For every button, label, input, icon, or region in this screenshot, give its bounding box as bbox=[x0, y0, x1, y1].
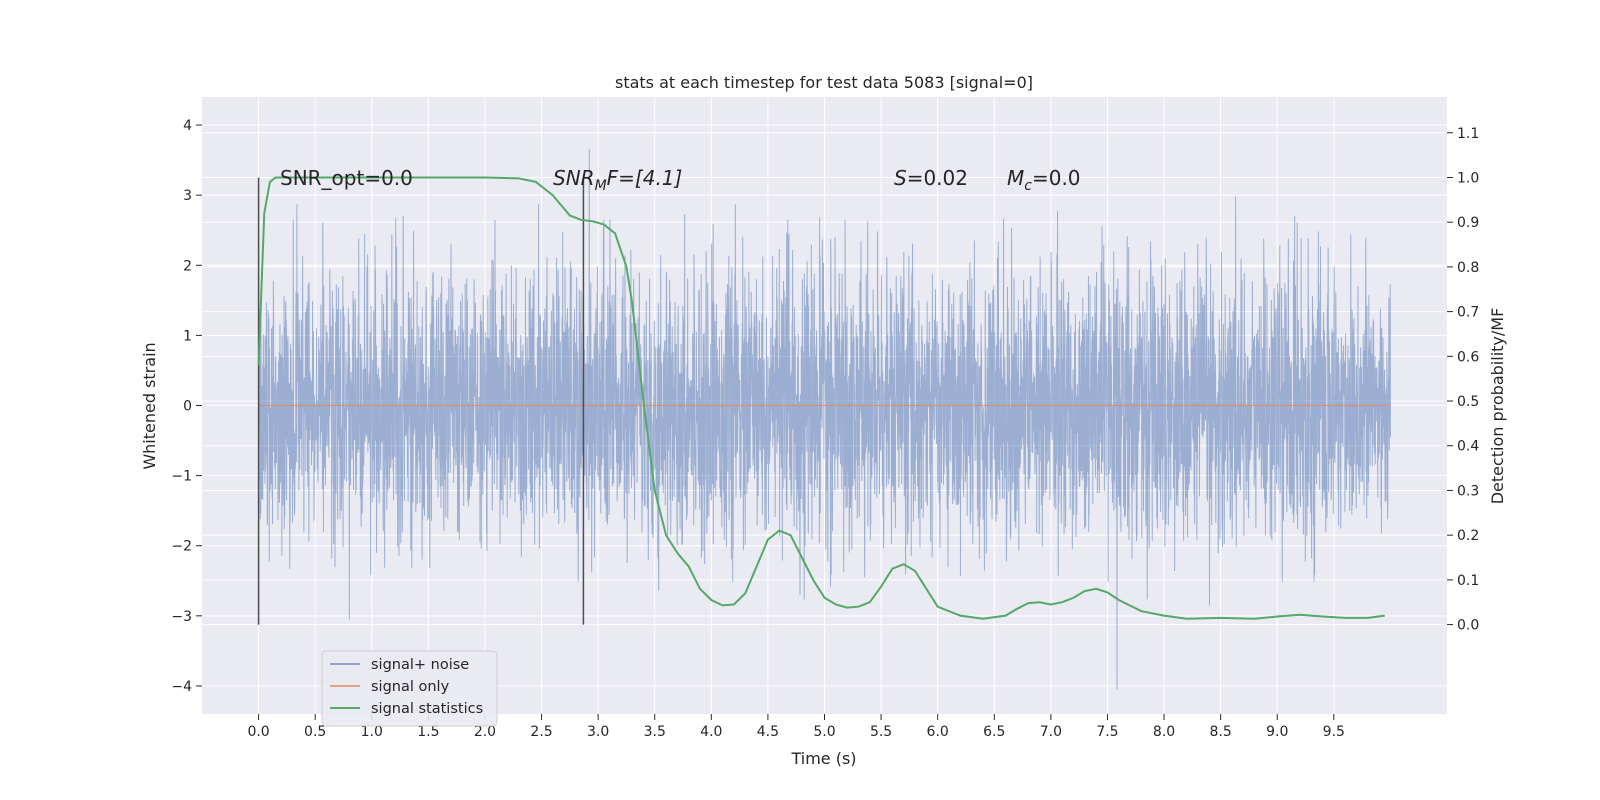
x-tick-label: 8.5 bbox=[1210, 724, 1232, 740]
legend-label-signal-plus-noise: signal+ noise bbox=[371, 657, 469, 673]
marker-lines bbox=[257, 177, 585, 625]
x-tick-label: 5.0 bbox=[813, 724, 835, 740]
annotation-mc: Mc=0.0 bbox=[1007, 166, 1081, 194]
legend-box bbox=[321, 650, 498, 727]
noise-trace bbox=[258, 148, 1391, 690]
y2-axis-label: Detection probability/MF bbox=[1488, 308, 1507, 505]
x-tick-label: 4.5 bbox=[757, 724, 779, 740]
y2-tick-label: 1.1 bbox=[1457, 126, 1479, 142]
y-tick-label: 3 bbox=[183, 188, 192, 204]
x-tick-label: 6.5 bbox=[983, 724, 1005, 740]
y2-tick-label: 1.0 bbox=[1457, 170, 1479, 186]
x-tick-label: 1.5 bbox=[417, 724, 439, 740]
x-tick-label: 4.0 bbox=[700, 724, 722, 740]
x-tick-label: 1.0 bbox=[361, 724, 383, 740]
chart-title: stats at each timestep for test data 508… bbox=[615, 73, 1033, 92]
x-tick-label: 0.5 bbox=[304, 724, 326, 740]
legend-label-signal-statistics: signal statistics bbox=[371, 701, 483, 717]
x-axis-ticks: 0.0 0.5 1.0 1.5 2.0 2.5 3.0 3.5 4.0 4.5 5.0 5.5 6.0 6… bbox=[247, 714, 1345, 740]
y-axis-label: Whitened strain bbox=[140, 342, 159, 469]
y2-tick-label: 0.1 bbox=[1457, 573, 1479, 589]
y2-tick-label: 0.8 bbox=[1457, 260, 1479, 276]
x-tick-label: 2.5 bbox=[530, 724, 552, 740]
y2-tick-label: 0.2 bbox=[1457, 528, 1479, 544]
y-tick-label: −1 bbox=[171, 469, 192, 485]
y2-tick-label: 0.9 bbox=[1457, 215, 1479, 231]
y-tick-label: 0 bbox=[183, 399, 192, 415]
y-axis-ticks: 4 3 2 1 0 −1 −2 −3 −4 bbox=[171, 118, 202, 695]
y-tick-label: −3 bbox=[171, 609, 192, 625]
y2-tick-label: 0.7 bbox=[1457, 305, 1479, 321]
y-tick-label: 1 bbox=[183, 328, 192, 344]
x-tick-label: 3.5 bbox=[644, 724, 666, 740]
legend-label-signal-only: signal only bbox=[371, 679, 450, 695]
x-tick-label: 7.0 bbox=[1040, 724, 1062, 740]
annotation-snr-mf: SNRMF=[4.1] bbox=[553, 166, 682, 194]
series-signal-statistics bbox=[257, 176, 1385, 620]
x-tick-label: 8.0 bbox=[1153, 724, 1175, 740]
y2-tick-label: 0.6 bbox=[1457, 349, 1479, 365]
legend: signal+ noise signal only signal statist… bbox=[321, 650, 498, 727]
y-tick-label: 2 bbox=[183, 258, 192, 274]
x-tick-label: 9.0 bbox=[1266, 724, 1288, 740]
y-tick-label: −2 bbox=[171, 539, 192, 555]
y2-tick-label: 0.3 bbox=[1457, 483, 1479, 499]
y-tick-label: 4 bbox=[183, 118, 192, 134]
y2-axis-ticks: 1.1 1.0 0.9 0.8 0.7 0.6 0.5 0.4 0.3 0.2 0.1 0.0 bbox=[1447, 126, 1479, 634]
y2-tick-label: 0.4 bbox=[1457, 439, 1479, 455]
y-tick-label: −4 bbox=[171, 679, 192, 695]
x-tick-label: 0.0 bbox=[247, 724, 269, 740]
y2-tick-label: 0.5 bbox=[1457, 394, 1479, 410]
series-signal-plus-noise bbox=[258, 148, 1391, 690]
x-axis-label: Time (s) bbox=[790, 749, 856, 768]
x-tick-label: 6.0 bbox=[927, 724, 949, 740]
annotation-snr-opt: SNR_opt=0.0 bbox=[280, 166, 413, 190]
x-tick-label: 9.5 bbox=[1323, 724, 1345, 740]
x-tick-label: 7.5 bbox=[1096, 724, 1118, 740]
x-tick-label: 2.0 bbox=[474, 724, 496, 740]
x-tick-label: 3.0 bbox=[587, 724, 609, 740]
x-tick-label: 5.5 bbox=[870, 724, 892, 740]
y2-tick-label: 0.0 bbox=[1457, 618, 1479, 634]
annotation-s: S=0.02 bbox=[894, 166, 968, 190]
